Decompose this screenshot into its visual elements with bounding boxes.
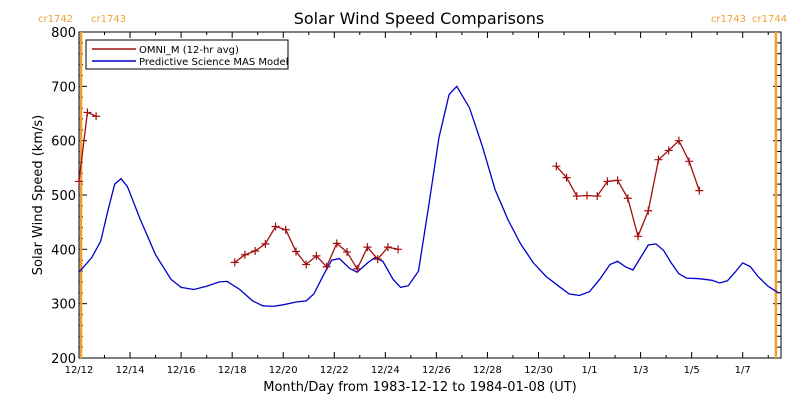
x-tick-label: 12/12 [65,365,94,376]
data-point-omni [291,247,300,256]
data-point-omni [634,232,643,241]
data-point-omni [271,222,280,231]
data-point-omni [613,176,622,185]
legend-label-mas: Predictive Science MAS Model [139,57,288,68]
y-axis-label: Solar Wind Speed (km/s) [31,115,46,275]
data-point-omni [695,186,704,195]
x-axis-ticks: 12/12 12/14 12/16 12/18 12/20 12/22 12/24 12/26… [65,32,769,376]
data-point-omni [552,162,561,171]
y-tick-label: 800 [51,26,76,41]
data-point-omni [322,262,331,271]
x-axis-label: Month/Day from 1983-12-12 to 1984-01-08 … [263,380,576,395]
x-tick-label: 1/7 [735,365,751,376]
data-point-omni [572,192,581,201]
data-point-omni [83,108,92,117]
data-point-omni [674,136,683,145]
y-tick-label: 600 [51,135,76,150]
data-point-omni [623,194,632,203]
x-tick-label: 12/18 [218,365,247,376]
cr-label-right: cr1743 [91,14,126,25]
x-tick-label: 12/24 [371,365,400,376]
series-layer [75,85,779,308]
data-point-omni [343,248,352,257]
data-point-omni [383,243,392,252]
y-tick-label: 300 [51,298,76,313]
chart-title: Solar Wind Speed Comparisons [294,9,545,28]
data-point-omni [261,239,270,248]
data-point-omni [302,260,311,269]
y-tick-label: 400 [51,243,76,258]
legend-box [85,39,289,70]
legend-label-omni: OMNI_M (12-hr avg) [139,45,239,56]
data-point-omni [353,264,362,273]
data-point-omni [332,239,341,248]
data-point-omni [92,112,101,121]
y-tick-label: 200 [51,352,76,367]
x-tick-label: 12/16 [167,365,196,376]
data-point-omni [654,155,663,164]
data-point-omni [281,225,290,234]
y-tick-label: 500 [51,189,76,204]
cr-label-left: cr1742 [38,14,73,25]
x-tick-label: 12/28 [473,365,502,376]
x-tick-label: 1/5 [684,365,700,376]
data-point-omni [240,250,249,259]
carrington-rotation-lines [79,32,778,358]
data-point-omni [603,177,612,186]
data-point-omni [312,251,321,260]
x-tick-label: 1/1 [581,365,597,376]
legend: OMNI_M (12-hr avg) Predictive Science MA… [85,39,289,70]
data-point-omni [582,191,591,200]
data-point-omni [394,245,403,254]
cr-label-right: cr1744 [752,14,787,25]
data-point-omni [685,157,694,166]
x-tick-label: 12/30 [524,365,553,376]
y-axis-ticks: 200 300 400 500 600 700 800 [51,26,781,367]
x-tick-label: 12/14 [116,365,145,376]
data-point-omni [373,255,382,264]
data-point-omni [644,206,653,215]
x-tick-label: 12/20 [269,365,298,376]
x-tick-label: 1/3 [633,365,649,376]
data-point-omni [230,258,239,267]
data-point-omni [363,243,372,252]
data-point-omni [664,146,673,155]
y-tick-label: 700 [51,80,76,95]
data-point-omni [251,246,260,255]
cr-label-left: cr1743 [711,14,746,25]
series-line-mas [78,85,779,308]
data-point-omni [593,192,602,201]
x-tick-label: 12/26 [422,365,451,376]
carrington-rotation-labels: cr1742 cr1743 cr1743 cr1744 [38,14,787,25]
x-tick-label: 12/22 [320,365,349,376]
data-point-omni [562,173,571,182]
data-point-omni [75,177,83,186]
